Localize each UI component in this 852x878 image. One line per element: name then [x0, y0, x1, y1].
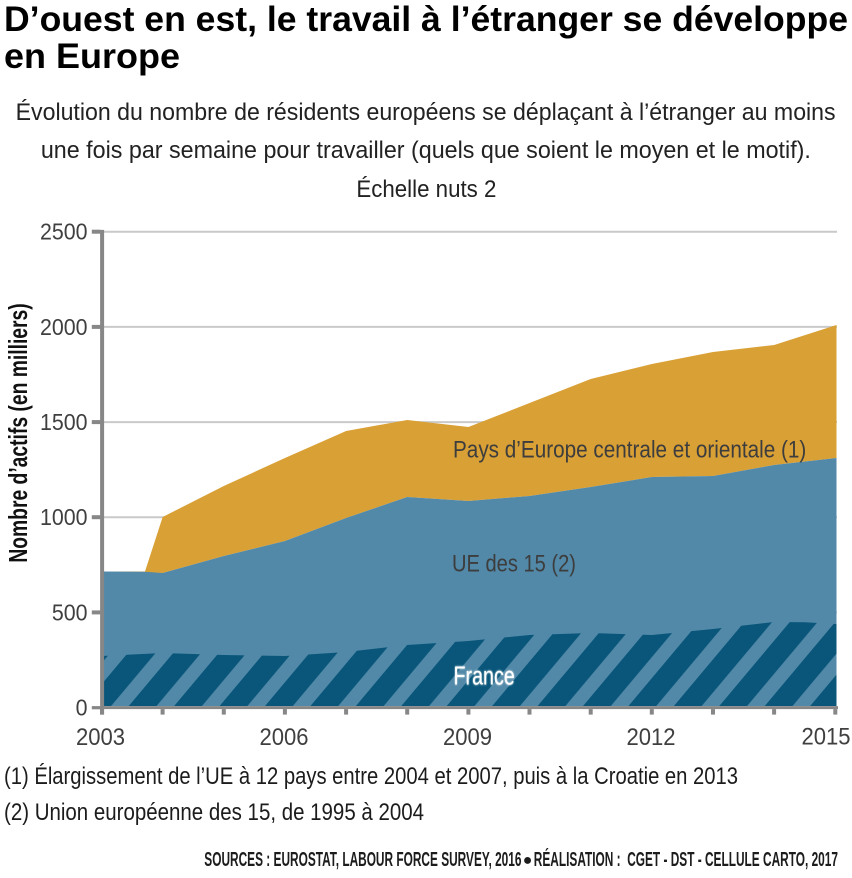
svg-text:0: 0	[76, 695, 88, 721]
svg-text:France: France	[454, 661, 515, 690]
svg-text:UE des 15 (2): UE des 15 (2)	[452, 550, 576, 577]
svg-text:2015: 2015	[801, 723, 850, 750]
svg-text:Pays d’Europe centrale et orie: Pays d’Europe centrale et orientale (1)	[453, 436, 806, 463]
svg-text:500: 500	[52, 600, 88, 626]
svg-text:2003: 2003	[76, 723, 125, 750]
svg-text:2009: 2009	[443, 723, 492, 750]
svg-text:1500: 1500	[40, 409, 88, 435]
svg-text:2006: 2006	[259, 723, 308, 750]
svg-text:2500: 2500	[40, 219, 88, 245]
svg-text:2000: 2000	[40, 314, 88, 340]
svg-text:Nombre d’actifs (en milliers): Nombre d’actifs (en milliers)	[3, 303, 33, 562]
svg-text:2012: 2012	[626, 723, 675, 750]
svg-text:1000: 1000	[40, 504, 88, 530]
